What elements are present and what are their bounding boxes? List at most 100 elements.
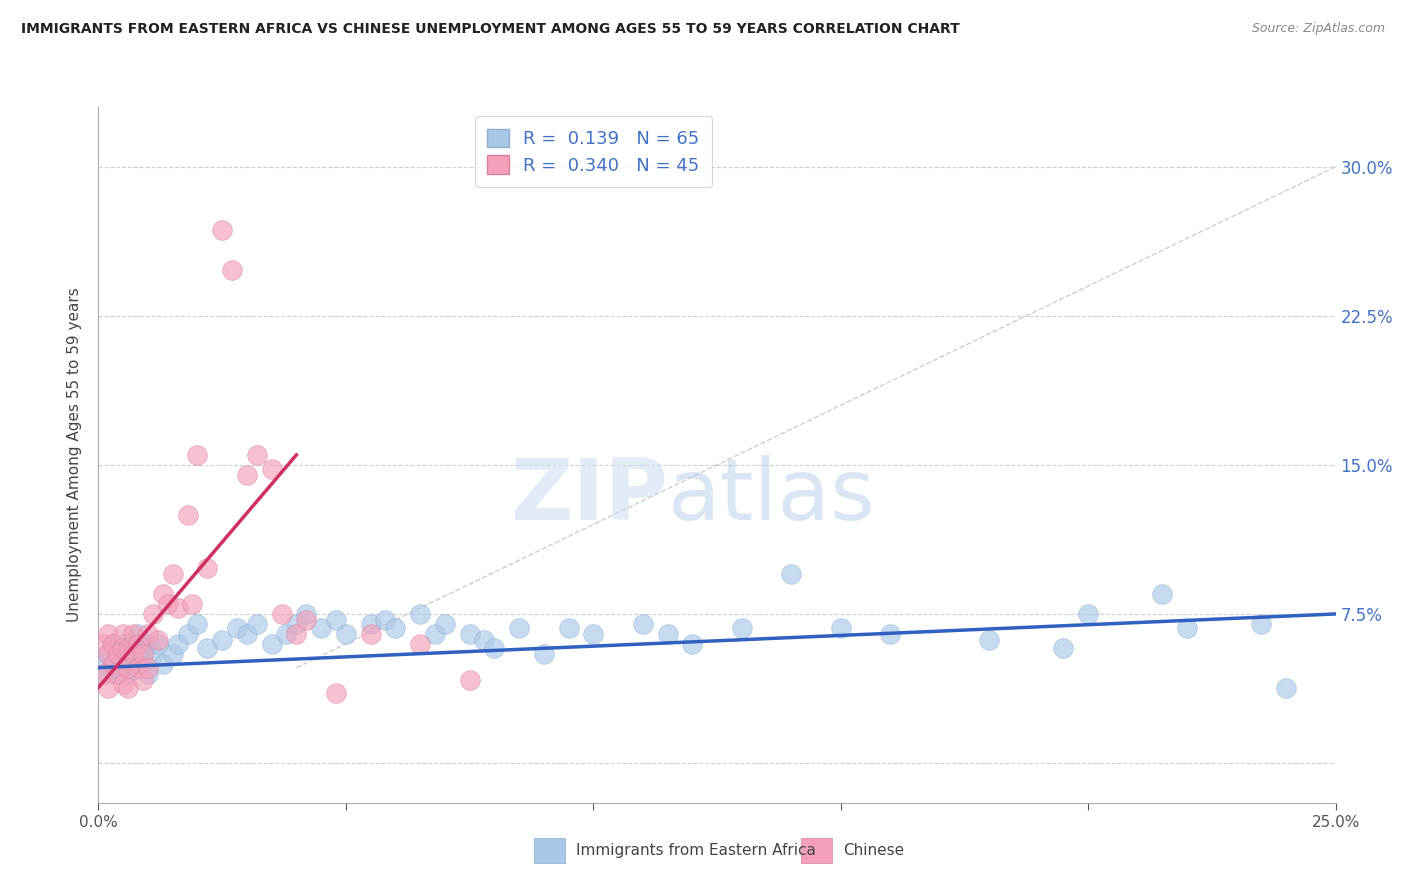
Point (1052, 640, 1074, 655)
Point (176, 627, 198, 641)
Point (879, 627, 901, 641)
Point (533, 647, 555, 661)
Point (103, 637, 125, 651)
Point (226, 621, 249, 635)
Point (93, 657, 115, 671)
Point (107, 666, 129, 681)
Point (122, 657, 145, 671)
Point (93, 637, 115, 651)
Point (360, 627, 382, 641)
Point (236, 627, 259, 641)
Point (285, 616, 308, 631)
Point (107, 647, 129, 661)
Point (211, 223, 233, 237)
Point (166, 601, 188, 615)
Point (146, 637, 169, 651)
Point (295, 607, 318, 621)
Point (260, 462, 283, 476)
Point (557, 621, 579, 635)
Text: atlas: atlas (668, 455, 876, 538)
Point (979, 632, 1001, 647)
Point (136, 660, 159, 674)
Point (117, 681, 139, 695)
Text: Chinese: Chinese (844, 844, 904, 858)
Point (246, 616, 269, 631)
Point (122, 637, 145, 651)
Point (112, 676, 135, 690)
Point (458, 673, 481, 687)
Point (117, 666, 139, 681)
Point (97, 681, 120, 695)
Point (103, 637, 125, 651)
Point (458, 627, 481, 641)
Point (127, 647, 149, 661)
Point (146, 632, 169, 647)
Point (93, 666, 115, 681)
Point (166, 637, 188, 651)
Text: Source: ZipAtlas.com: Source: ZipAtlas.com (1251, 22, 1385, 36)
Point (117, 640, 139, 655)
Point (1152, 587, 1174, 601)
Point (1077, 607, 1099, 621)
Point (127, 660, 149, 674)
Point (1250, 616, 1272, 631)
Point (112, 640, 135, 655)
Text: Immigrants from Eastern Africa: Immigrants from Eastern Africa (576, 844, 817, 858)
Point (142, 647, 165, 661)
Point (474, 632, 496, 647)
Point (132, 647, 155, 661)
Point (107, 647, 129, 661)
Point (112, 637, 135, 651)
Point (508, 621, 530, 635)
Point (195, 561, 218, 575)
Point (484, 640, 506, 655)
Point (830, 621, 852, 635)
Point (122, 647, 145, 661)
Point (132, 673, 155, 687)
Point (631, 616, 654, 631)
Point (136, 627, 159, 641)
Point (1275, 681, 1298, 695)
Point (112, 657, 135, 671)
Point (221, 263, 243, 277)
Point (117, 660, 139, 674)
Point (152, 657, 174, 671)
Point (107, 666, 129, 681)
Point (409, 637, 432, 651)
Point (132, 647, 155, 661)
Point (270, 607, 292, 621)
Point (117, 647, 139, 661)
Text: ZIP: ZIP (510, 455, 668, 538)
Point (423, 627, 446, 641)
Point (103, 657, 125, 671)
Point (374, 613, 396, 627)
Point (186, 448, 208, 462)
Point (681, 637, 703, 651)
Point (325, 686, 347, 700)
Point (127, 627, 149, 641)
Point (142, 607, 165, 621)
Point (186, 616, 208, 631)
Point (97, 647, 120, 661)
Point (136, 666, 159, 681)
Point (136, 637, 159, 651)
Point (1175, 621, 1198, 635)
Legend: R =  0.139   N = 65, R =  0.340   N = 45: R = 0.139 N = 65, R = 0.340 N = 45 (474, 116, 713, 187)
Point (181, 597, 204, 611)
Point (236, 467, 259, 482)
Point (122, 627, 145, 641)
Point (260, 637, 283, 651)
Point (97, 627, 120, 641)
Point (127, 637, 149, 651)
Point (211, 632, 233, 647)
Point (360, 616, 382, 631)
Point (132, 657, 155, 671)
Point (409, 607, 432, 621)
Point (156, 597, 179, 611)
Point (335, 627, 357, 641)
Text: IMMIGRANTS FROM EASTERN AFRICA VS CHINESE UNEMPLOYMENT AMONG AGES 55 TO 59 YEARS: IMMIGRANTS FROM EASTERN AFRICA VS CHINES… (21, 22, 960, 37)
Point (582, 627, 605, 641)
Point (246, 448, 269, 462)
Point (384, 621, 406, 635)
Point (97, 666, 120, 681)
